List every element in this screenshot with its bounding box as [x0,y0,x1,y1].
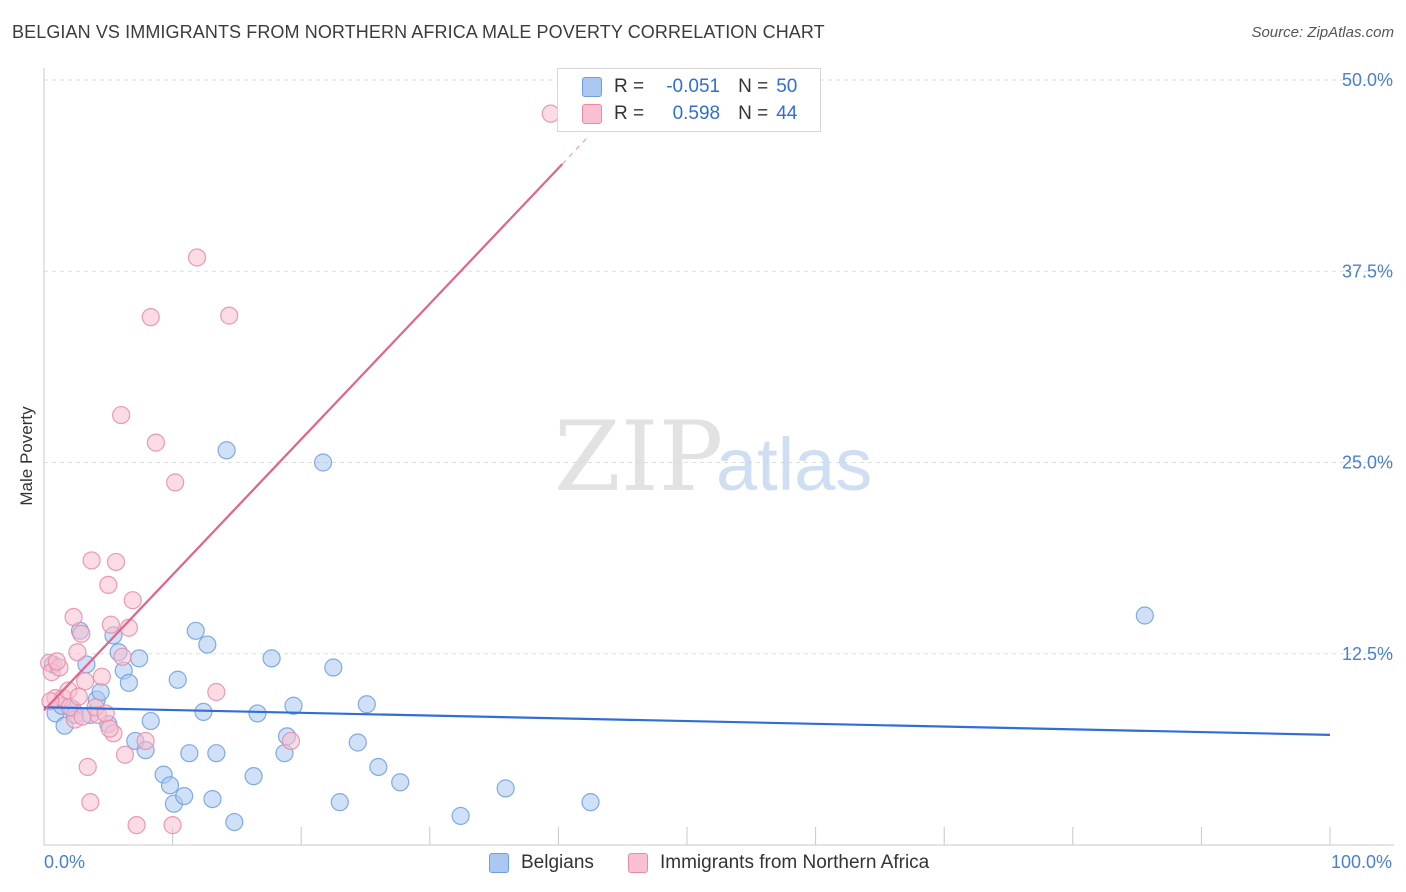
grid-layer [44,79,1394,655]
trendline-extension-immigrants [561,137,588,165]
point-belgians [141,711,160,731]
stats-legend: R = -0.051 N = 50 R = 0.598 N = 44 [557,68,821,132]
point-immigrants [127,816,146,835]
y-tick-label: 12.5% [1342,644,1393,664]
y-tick-labels: 12.5% 25.0% 37.5% 50.0% [1342,70,1393,664]
point-belgians [244,767,263,786]
y-tick-label: 37.5% [1342,261,1393,281]
point-belgians [91,682,110,702]
trend-layer [43,137,1331,736]
trendline-immigrants [43,163,564,712]
point-immigrants [281,731,301,751]
point-immigrants [72,624,91,643]
point-belgians [130,649,149,668]
point-immigrants [81,793,100,812]
point-immigrants [136,731,155,751]
legend-n-label: N = [738,76,769,97]
source-label: Source: ZipAtlas.com [1251,24,1394,41]
trendline-belgians [43,706,1331,736]
y-tick-label: 25.0% [1342,453,1393,473]
point-belgians [581,793,600,812]
point-belgians [203,789,222,809]
point-immigrants [78,757,97,777]
point-immigrants [76,672,95,691]
point-belgians [496,779,515,798]
point-belgians [119,673,138,692]
point-immigrants [68,643,87,662]
axis-layer [43,68,1394,846]
point-belgians [168,670,187,689]
point-immigrants [64,607,83,627]
legend-label-immigrants: Immigrants from Northern Africa [660,852,930,873]
point-immigrants [47,652,66,671]
point-immigrants [41,692,60,711]
point-belgians [180,744,199,763]
legend-swatch-belgians [489,853,509,873]
chart-title: BELGIAN VS IMMIGRANTS FROM NORTHERN AFRI… [12,22,825,42]
legend-swatch-immigrants [628,853,648,873]
legend-item-immigrants[interactable]: Immigrants from Northern Africa [628,852,929,874]
point-immigrants [92,667,111,686]
y-tick-label: 50.0% [1342,70,1393,90]
point-belgians [369,757,388,777]
x-tick-label-min: 0.0% [44,852,86,872]
point-belgians [1135,606,1154,625]
point-belgians [207,744,226,763]
point-immigrants [207,682,226,702]
point-immigrants [69,687,88,706]
point-immigrants [163,816,182,835]
legend-row-immigrants: R = 0.598 N = 44 [582,102,797,126]
point-immigrants [113,647,132,666]
point-immigrants [220,306,239,325]
x-tick-label-max: 100.0% [1330,852,1392,872]
point-immigrants [82,551,101,570]
point-immigrants [166,473,185,492]
legend-r-label: R = [614,76,645,97]
point-immigrants [106,552,126,572]
legend-n-label: N = [738,103,769,124]
series-legend: Belgians Immigrants from Northern Africa [0,852,1406,878]
point-belgians [225,812,244,832]
point-immigrants [146,433,165,452]
point-belgians [357,695,376,714]
point-belgians [262,649,281,668]
point-immigrants [187,248,207,267]
legend-row-belgians: R = -0.051 N = 50 [582,75,797,99]
point-belgians [391,773,410,792]
legend-r-value-immigrants: 0.598 [672,103,721,124]
point-immigrants [141,308,160,327]
legend-item-belgians[interactable]: Belgians [489,852,594,874]
legend-label-belgians: Belgians [521,852,594,873]
point-immigrants [99,575,118,595]
point-belgians [217,441,236,460]
point-belgians [248,704,267,723]
legend-r-value-belgians: -0.051 [666,76,721,97]
legend-n-value-belgians: 50 [776,76,798,97]
point-belgians [198,635,217,654]
legend-n-value-immigrants: 44 [776,103,798,124]
point-immigrants [119,618,138,637]
legend-swatch-immigrants [582,104,602,124]
point-belgians [186,621,205,640]
point-immigrants [101,615,120,634]
point-belgians [160,776,180,795]
point-immigrants [115,745,135,764]
point-immigrants [100,719,119,738]
point-belgians [348,733,367,752]
point-belgians [330,793,349,812]
legend-r-label: R = [614,103,645,124]
watermark-zip: ZIP [554,401,723,513]
point-belgians [284,696,303,715]
point-belgians [324,658,343,677]
watermark-atlas: atlas [716,423,872,506]
point-belgians [313,453,333,472]
point-immigrants [112,405,131,425]
point-immigrants [123,591,142,610]
point-belgians [175,786,194,806]
legend-swatch-belgians [582,77,602,97]
point-belgians [451,806,470,826]
